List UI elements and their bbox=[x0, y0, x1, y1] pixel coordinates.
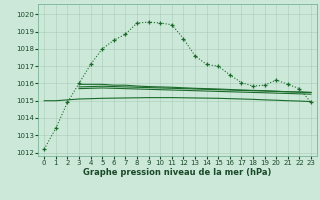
X-axis label: Graphe pression niveau de la mer (hPa): Graphe pression niveau de la mer (hPa) bbox=[84, 168, 272, 177]
